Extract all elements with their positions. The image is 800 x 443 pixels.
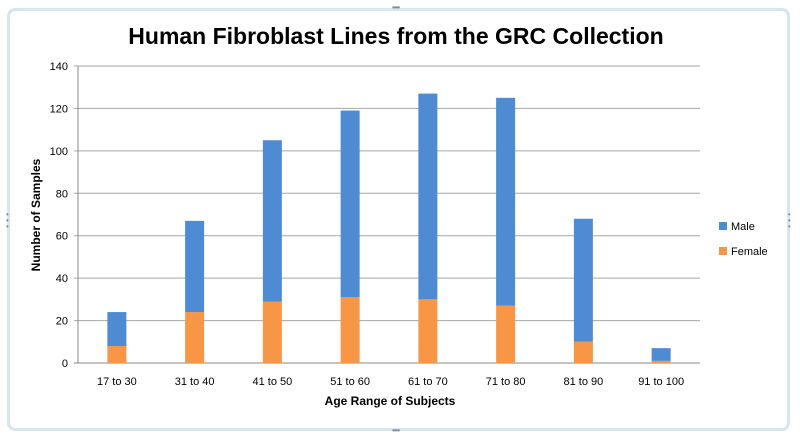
x-tick-label: 81 to 90 bbox=[563, 376, 603, 388]
resize-handle-bottom[interactable]: •••• bbox=[392, 426, 400, 435]
x-tick-label: 61 to 70 bbox=[408, 376, 448, 388]
bar-male bbox=[496, 97, 516, 306]
bar-female bbox=[262, 301, 282, 363]
y-tick-label: 60 bbox=[56, 231, 68, 243]
bar-male bbox=[418, 93, 438, 300]
x-tick-label: 91 to 100 bbox=[638, 376, 684, 388]
x-axis-label: Age Range of Subjects bbox=[325, 394, 456, 408]
bar-male bbox=[185, 220, 205, 313]
bar-female bbox=[573, 341, 593, 363]
legend-label-female: Female bbox=[731, 246, 768, 258]
y-tick-label: 100 bbox=[50, 146, 68, 158]
y-tick-label: 140 bbox=[50, 61, 68, 73]
bar-male bbox=[651, 348, 671, 361]
x-tick-label: 31 to 40 bbox=[175, 376, 215, 388]
x-tick-label: 71 to 80 bbox=[486, 376, 526, 388]
bar-female bbox=[185, 312, 205, 363]
bar-male bbox=[340, 110, 360, 298]
y-tick-label: 0 bbox=[62, 358, 68, 370]
resize-handle-top[interactable]: •••• bbox=[392, 3, 400, 12]
legend-swatch-male bbox=[719, 222, 727, 230]
y-axis-label: Number of Samples bbox=[29, 158, 43, 271]
legend-swatch-female bbox=[719, 247, 727, 255]
bar-female bbox=[496, 305, 516, 363]
bar-female bbox=[107, 346, 127, 363]
x-tick-label: 51 to 60 bbox=[330, 376, 370, 388]
chart-title: Human Fibroblast Lines from the GRC Coll… bbox=[128, 23, 663, 49]
y-tick-label: 40 bbox=[56, 273, 68, 285]
bar-male bbox=[262, 140, 282, 302]
bar-female bbox=[651, 360, 671, 363]
bar-female bbox=[418, 299, 438, 363]
y-tick-label: 20 bbox=[56, 316, 68, 328]
y-tick-label: 120 bbox=[50, 103, 68, 115]
x-tick-label: 17 to 30 bbox=[97, 376, 137, 388]
bar-female bbox=[340, 297, 360, 363]
resize-handle-left[interactable]: • • • bbox=[6, 210, 9, 231]
resize-handle-right[interactable]: • • • bbox=[788, 210, 791, 231]
bar-male bbox=[573, 218, 593, 342]
x-tick-label: 41 to 50 bbox=[252, 376, 292, 388]
bar-male bbox=[107, 312, 127, 347]
legend-label-male: Male bbox=[731, 221, 755, 233]
y-tick-label: 80 bbox=[56, 188, 68, 200]
